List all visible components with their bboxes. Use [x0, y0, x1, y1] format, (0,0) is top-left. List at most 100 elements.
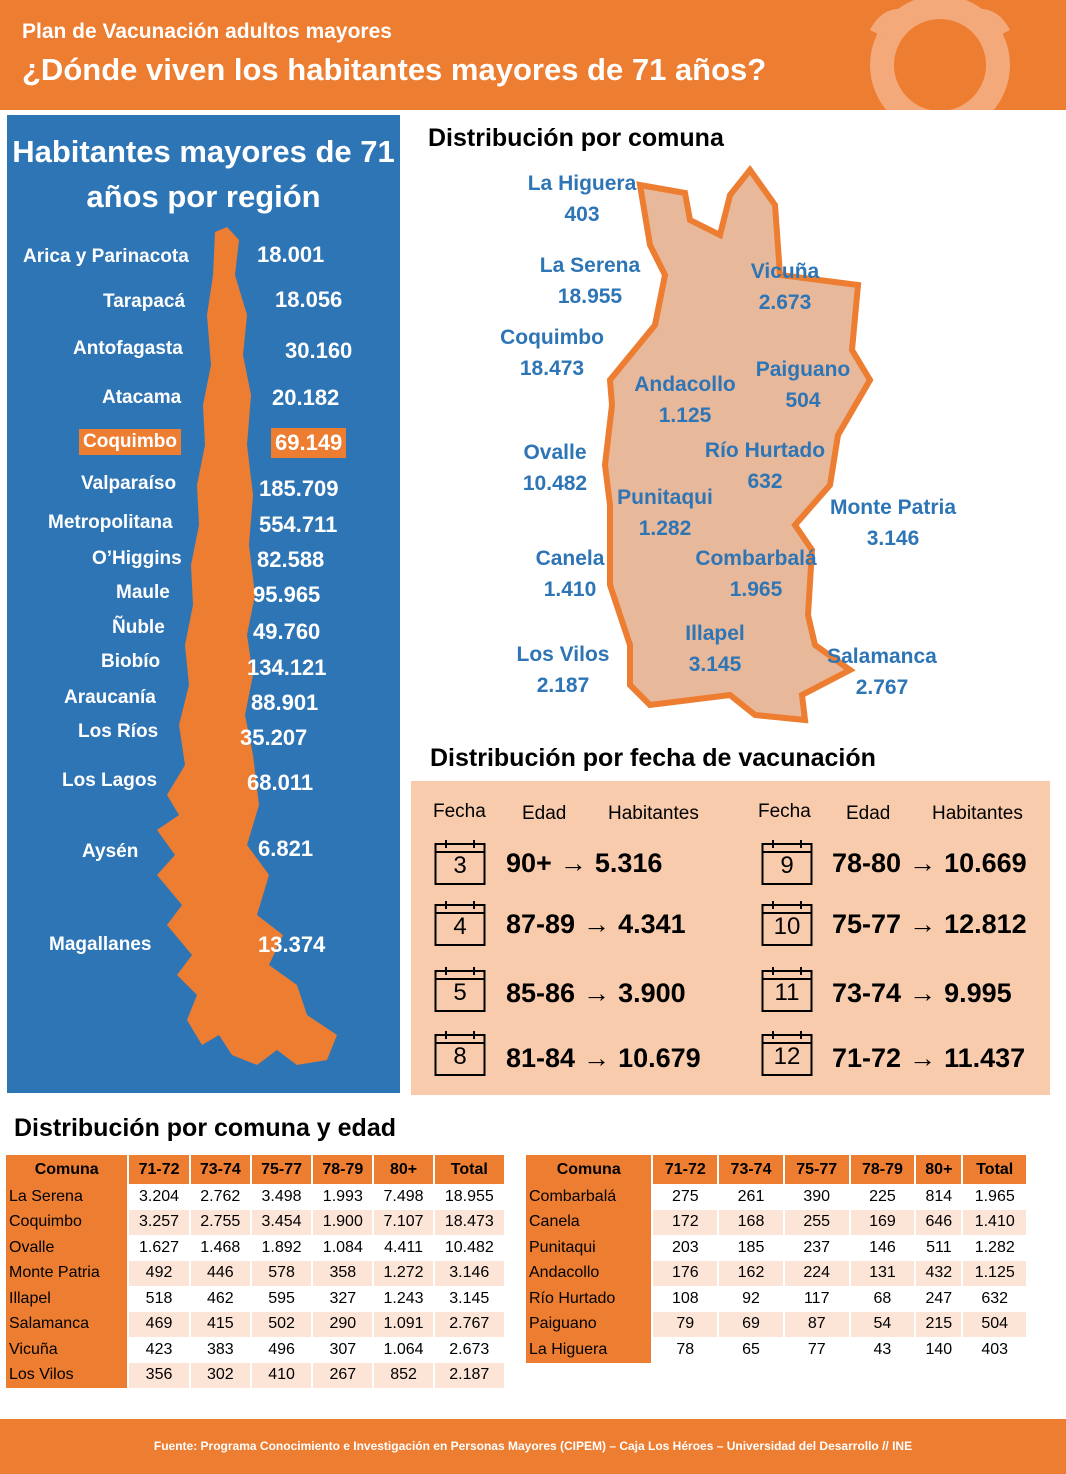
vaccination-row: 87-89 → 4.341 — [506, 909, 686, 940]
coquimbo-region-map-icon — [601, 165, 874, 724]
comuna-label-punitaqui: Punitaqui 1.282 — [590, 482, 740, 544]
comuna-label-andacollo: Andacollo 1.125 — [610, 369, 760, 431]
value-cell: 1.468 — [189, 1235, 252, 1261]
calendar-date: 11 — [774, 979, 800, 1006]
region-value-nuble: 49.760 — [253, 619, 321, 644]
calendar-icon: 5 — [434, 965, 486, 1013]
value-cell: 92 — [718, 1286, 785, 1312]
region-value-valparaiso: 185.709 — [259, 476, 339, 501]
comuna-name: Salamanca — [827, 645, 937, 668]
value-cell: 1.125 — [962, 1260, 1028, 1286]
column-header: Comuna — [526, 1155, 654, 1184]
value-cell: 185 — [718, 1235, 785, 1261]
vaccination-count: 5.316 — [594, 848, 663, 878]
value-cell: 3.146 — [433, 1260, 507, 1286]
value-cell: 176 — [652, 1260, 720, 1286]
value-cell: 43 — [849, 1337, 917, 1363]
chile-map-icon — [157, 227, 337, 1065]
value-cell: 203 — [652, 1235, 720, 1261]
comuna-label-illapel: Illapel 3.145 — [640, 618, 790, 680]
column-header: 75-77 — [783, 1155, 851, 1184]
calendar-date: 3 — [453, 852, 467, 879]
region-value-metropolitana: 554.711 — [259, 512, 338, 537]
fecha-header-left: Fecha — [433, 801, 486, 822]
value-cell: 462 — [189, 1286, 252, 1312]
comuna-name: Andacollo — [634, 373, 736, 396]
calendar-icon: 4 — [434, 899, 486, 947]
region-name-tarapaca: Tarapacá — [103, 291, 186, 312]
value-cell: 237 — [783, 1235, 851, 1261]
region-value-araucania: 88.901 — [251, 690, 319, 715]
comuna-cell: Andacollo — [526, 1260, 654, 1286]
comuna-label-combarbala: Combarbalá 1.965 — [681, 543, 831, 605]
habitantes-header-left: Habitantes — [608, 803, 699, 824]
value-cell: 54 — [849, 1311, 917, 1337]
value-cell: 65 — [718, 1337, 785, 1363]
table-header-row: Comuna 71-72 73-74 75-77 78-79 80+ Total — [6, 1155, 507, 1184]
table-row: Combarbalá 275 261 390 225 814 1.965 — [526, 1184, 1028, 1210]
value-cell: 10.482 — [433, 1235, 507, 1261]
comuna-name: Coquimbo — [500, 326, 604, 349]
value-cell: 446 — [189, 1260, 252, 1286]
value-cell: 162 — [718, 1260, 785, 1286]
region-name-los-lagos: Los Lagos — [62, 770, 158, 791]
comuna-label-canela: Canela 1.410 — [495, 543, 645, 605]
region-value-arica-y-parinacota: 18.001 — [257, 242, 325, 267]
calendar-date: 5 — [453, 979, 467, 1006]
vaccination-row: 75-77 → 12.812 — [832, 909, 1027, 940]
comuna-age-table-left: Comuna 71-72 73-74 75-77 78-79 80+ Total La Ser… — [6, 1155, 507, 1388]
comuna-name: Los Vilos — [516, 643, 610, 666]
value-cell: 1.627 — [128, 1235, 191, 1261]
table-row: Coquimbo 3.257 2.755 3.454 1.900 7.107 18.473 — [6, 1209, 507, 1235]
arrow-right-icon: → — [559, 848, 587, 878]
comuna-label-coquimbo: Coquimbo 18.473 — [477, 322, 627, 384]
comuna-cell: Ovalle — [6, 1235, 130, 1261]
value-cell: 1.993 — [312, 1184, 375, 1210]
value-cell: 1.064 — [373, 1337, 435, 1363]
value-cell: 117 — [783, 1286, 851, 1312]
value-cell: 496 — [250, 1337, 314, 1363]
comuna-value: 2.187 — [536, 674, 590, 697]
value-cell: 1.900 — [312, 1209, 375, 1235]
arrow-right-icon: → — [909, 978, 937, 1008]
table-row: Andacollo 176 162 224 131 432 1.125 — [526, 1260, 1028, 1286]
comuna-label-los-vilos: Los Vilos 2.187 — [488, 639, 638, 701]
region-name-aysen: Aysén — [82, 841, 139, 862]
calendar-date: 10 — [773, 913, 801, 940]
comuna-value: 3.146 — [866, 527, 920, 550]
calendar-date: 8 — [453, 1043, 467, 1070]
region-name-coquimbo: Coquimbo — [79, 429, 181, 455]
comuna-name: Río Hurtado — [704, 439, 826, 462]
value-cell: 383 — [189, 1337, 252, 1363]
region-name-araucania: Araucanía — [64, 687, 156, 708]
value-cell: 632 — [962, 1286, 1028, 1312]
region-name-magallanes: Magallanes — [49, 934, 152, 955]
table-row: Paiguano 79 69 87 54 215 504 — [526, 1311, 1028, 1337]
edad-header-left: Edad — [522, 803, 567, 824]
comuna-name: Paiguano — [755, 358, 851, 381]
value-cell: 1.892 — [250, 1235, 314, 1261]
value-cell: 87 — [783, 1311, 851, 1337]
value-cell: 18.473 — [433, 1209, 507, 1235]
value-cell: 1.084 — [312, 1235, 375, 1261]
value-cell: 1.410 — [962, 1209, 1028, 1235]
column-header: 71-72 — [652, 1155, 720, 1184]
comuna-value: 3.145 — [688, 653, 742, 676]
comuna-label-monte-patria: Monte Patria 3.146 — [818, 492, 968, 554]
value-cell: 504 — [962, 1311, 1028, 1337]
column-header: 73-74 — [718, 1155, 785, 1184]
comuna-name: Monte Patria — [829, 496, 957, 519]
value-cell: 1.272 — [373, 1260, 435, 1286]
region-value-los-rios: 35.207 — [240, 725, 308, 750]
table-header-row: Comuna 71-72 73-74 75-77 78-79 80+ Total — [526, 1155, 1028, 1184]
table-section-title: Distribución por comuna y edad — [14, 1114, 396, 1142]
arrow-right-icon: → — [909, 909, 937, 939]
vaccination-age: 85-86 — [506, 978, 576, 1008]
value-cell: 403 — [962, 1337, 1028, 1363]
column-header: 73-74 — [189, 1155, 252, 1184]
hands-logo-icon — [870, 0, 1010, 110]
source-note: Fuente: Programa Conocimiento e Investig… — [153, 1439, 913, 1453]
edad-header-right: Edad — [846, 803, 891, 824]
page-subtitle: Plan de Vacunación adultos mayores — [22, 20, 392, 43]
value-cell: 275 — [652, 1184, 720, 1210]
